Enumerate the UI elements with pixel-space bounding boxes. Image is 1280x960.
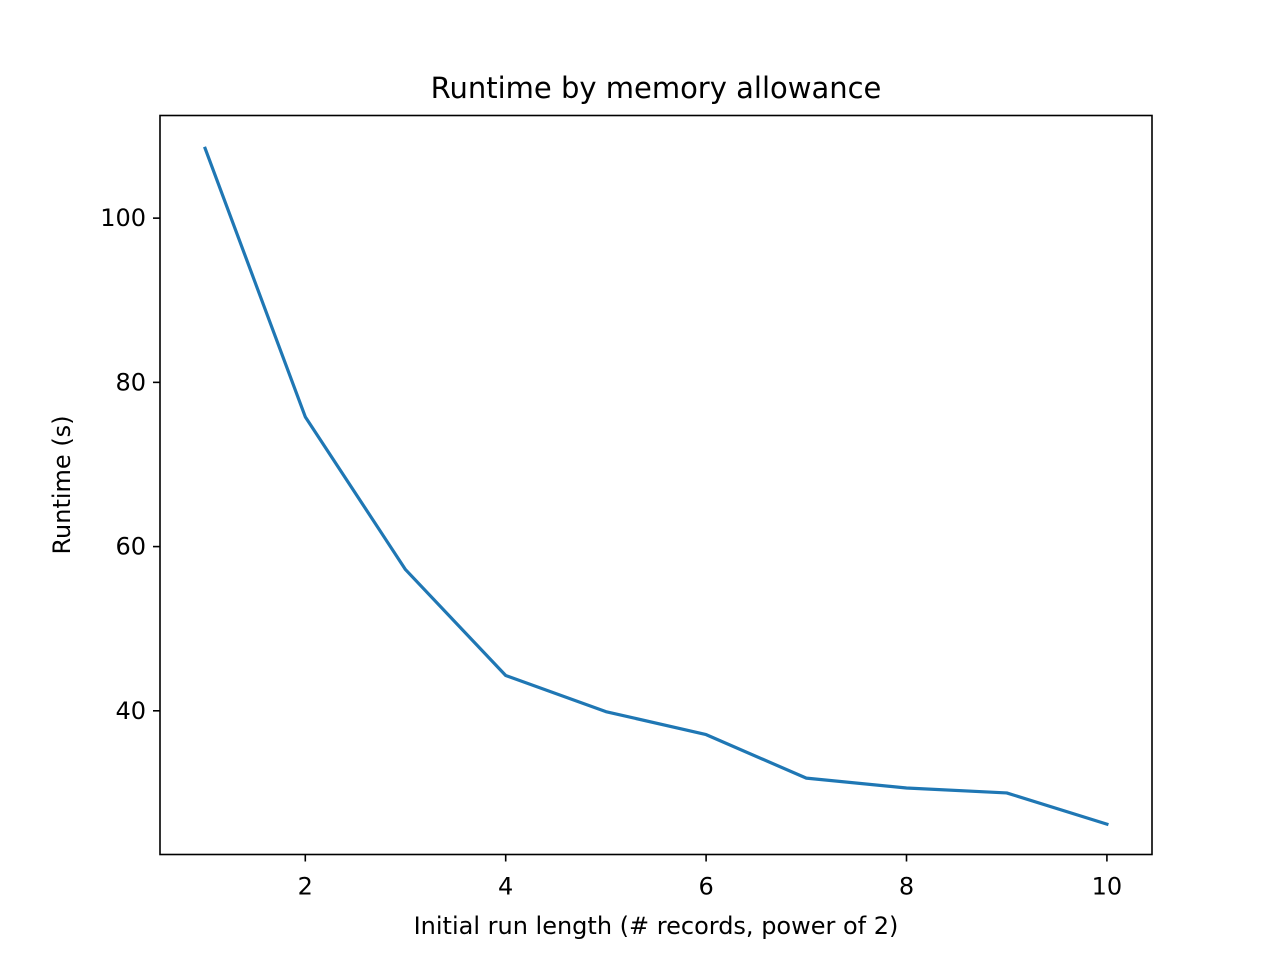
y-tick-label: 80	[115, 368, 146, 396]
chart-title: Runtime by memory allowance	[431, 71, 882, 105]
x-tick-label: 6	[698, 873, 713, 901]
y-axis-label: Runtime (s)	[48, 415, 76, 554]
series-layer	[203, 146, 1109, 827]
y-tick-label: 100	[100, 204, 146, 232]
x-tick-label: 10	[1092, 873, 1123, 901]
x-tick-label: 4	[498, 873, 513, 901]
y-tick-label: 40	[115, 697, 146, 725]
x-tick-label: 2	[298, 873, 313, 901]
series-line-0	[203, 146, 1109, 827]
y-tick-label: 60	[115, 533, 146, 561]
x-axis: 2 4 6 8 10	[298, 854, 1123, 901]
plot-frame	[159, 114, 1153, 856]
x-axis-label: Initial run length (# records, power of …	[414, 912, 899, 940]
x-tick-label: 8	[899, 873, 914, 901]
y-axis: 40 60 80 100	[100, 204, 160, 725]
